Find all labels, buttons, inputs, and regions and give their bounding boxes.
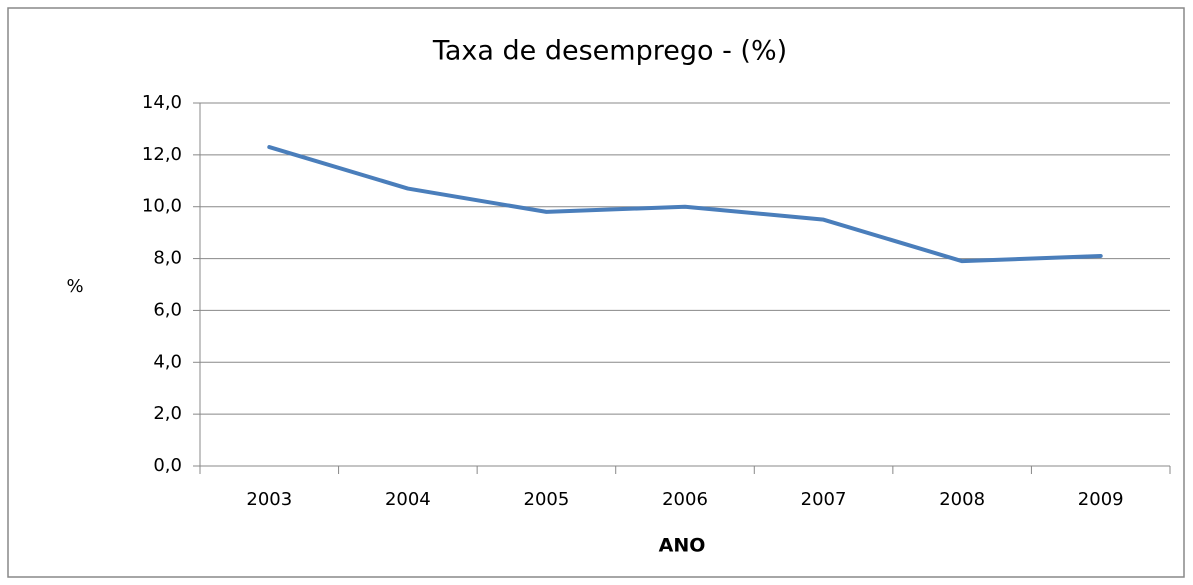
y-axis-label: % — [66, 276, 83, 297]
x-tick-label: 2003 — [246, 489, 292, 510]
y-tick-label: 6,0 — [153, 299, 182, 320]
y-tick-label: 0,0 — [153, 455, 182, 476]
y-tick-label: 2,0 — [153, 403, 182, 424]
x-tick-label: 2009 — [1078, 489, 1124, 510]
x-tick-label: 2004 — [385, 489, 431, 510]
data-line — [267, 145, 1103, 264]
x-tick-label: 2008 — [939, 489, 985, 510]
y-tick-label: 14,0 — [142, 92, 182, 113]
x-tick-label: 2007 — [801, 489, 847, 510]
y-tick-label: 10,0 — [142, 196, 182, 217]
y-tick-label: 12,0 — [142, 144, 182, 165]
y-tick-label: 8,0 — [153, 248, 182, 269]
y-tick-label: 4,0 — [153, 351, 182, 372]
chart-title: Taxa de desemprego - (%) — [432, 36, 787, 67]
x-tick-label: 2006 — [662, 489, 708, 510]
x-tick-label: 2005 — [524, 489, 570, 510]
chart-frame — [7, 7, 1185, 578]
x-axis-label: ANO — [659, 535, 706, 557]
